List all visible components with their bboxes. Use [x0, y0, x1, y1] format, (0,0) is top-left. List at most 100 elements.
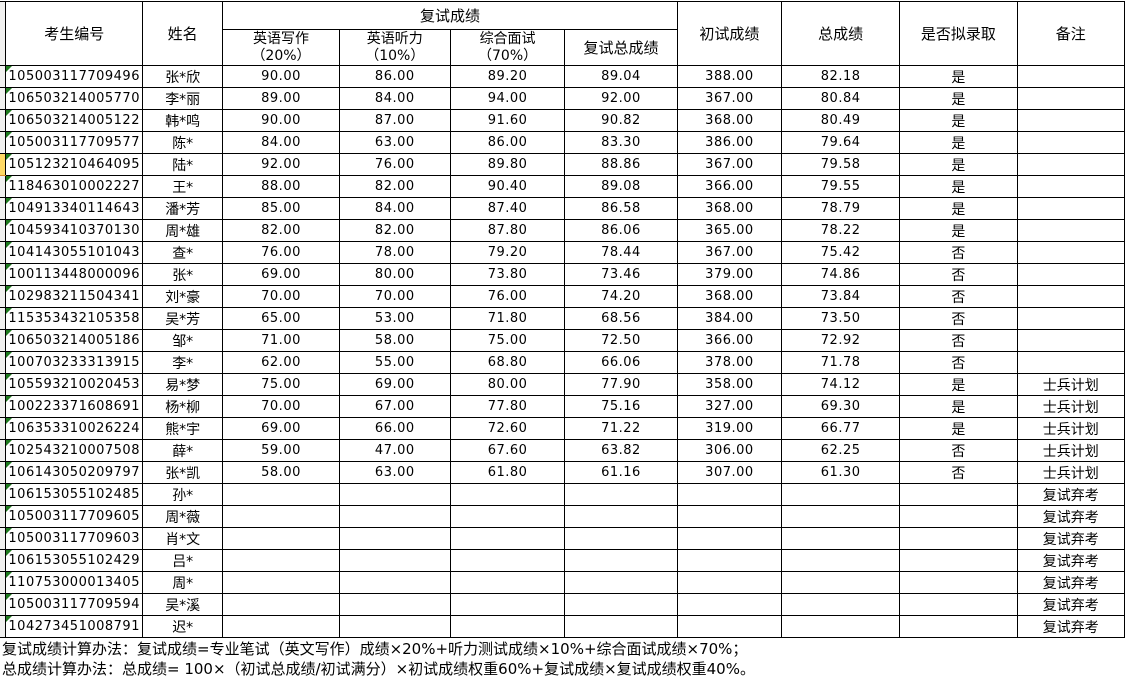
- cell-english-listening[interactable]: 47.00: [338, 439, 451, 462]
- cell-total-score[interactable]: 79.55: [781, 175, 901, 198]
- cell-retest-total[interactable]: 68.56: [564, 307, 678, 330]
- cell-interview[interactable]: [449, 527, 566, 550]
- cell-candidate-id[interactable]: 105003117709603: [5, 527, 143, 550]
- cell-name[interactable]: 吴*芳: [141, 307, 224, 330]
- cell-admit[interactable]: [899, 549, 1018, 572]
- cell-english-writing[interactable]: [222, 505, 340, 528]
- cell-admit[interactable]: 是: [899, 175, 1018, 198]
- cell-interview[interactable]: 73.80: [449, 263, 566, 286]
- cell-english-writing[interactable]: 69.00: [222, 263, 340, 286]
- cell-initial-score[interactable]: [676, 527, 783, 550]
- cell-english-writing[interactable]: 71.00: [222, 329, 340, 352]
- cell-candidate-id[interactable]: 106143050209797: [5, 461, 143, 484]
- cell-initial-score[interactable]: 368.00: [676, 285, 783, 308]
- cell-initial-score[interactable]: 388.00: [676, 65, 783, 88]
- cell-interview[interactable]: 91.60: [449, 109, 566, 132]
- cell-remark[interactable]: [1016, 219, 1125, 242]
- cell-admit[interactable]: [899, 593, 1018, 616]
- cell-total-score[interactable]: [781, 571, 901, 594]
- cell-english-listening[interactable]: 82.00: [338, 175, 451, 198]
- cell-initial-score[interactable]: 366.00: [676, 329, 783, 352]
- cell-english-writing[interactable]: [222, 527, 340, 550]
- cell-remark[interactable]: [1016, 197, 1125, 220]
- cell-name[interactable]: 周*: [141, 571, 224, 594]
- cell-interview[interactable]: 72.60: [449, 417, 566, 440]
- cell-english-writing[interactable]: 85.00: [222, 197, 340, 220]
- cell-retest-total[interactable]: 73.46: [564, 263, 678, 286]
- cell-name[interactable]: 陈*: [141, 131, 224, 154]
- cell-retest-total[interactable]: [564, 593, 678, 616]
- cell-initial-score[interactable]: [676, 615, 783, 638]
- cell-remark[interactable]: 复试弃考: [1016, 483, 1125, 506]
- header-remark[interactable]: 备注: [1016, 1, 1125, 66]
- cell-total-score[interactable]: [781, 505, 901, 528]
- cell-retest-total[interactable]: 86.06: [564, 219, 678, 242]
- cell-interview[interactable]: [449, 549, 566, 572]
- cell-english-listening[interactable]: 78.00: [338, 241, 451, 264]
- cell-english-listening[interactable]: 84.00: [338, 197, 451, 220]
- cell-name[interactable]: 熊*宇: [141, 417, 224, 440]
- cell-candidate-id[interactable]: 105123210464095: [5, 153, 143, 176]
- cell-total-score[interactable]: 80.49: [781, 109, 901, 132]
- cell-retest-total[interactable]: 71.22: [564, 417, 678, 440]
- cell-admit[interactable]: 否: [899, 307, 1018, 330]
- cell-retest-total[interactable]: 66.06: [564, 351, 678, 374]
- cell-name[interactable]: 刘*豪: [141, 285, 224, 308]
- cell-interview[interactable]: 89.20: [449, 65, 566, 88]
- cell-english-listening[interactable]: 66.00: [338, 417, 451, 440]
- cell-total-score[interactable]: 78.22: [781, 219, 901, 242]
- cell-initial-score[interactable]: [676, 505, 783, 528]
- header-retest-group[interactable]: 复试成绩: [222, 1, 678, 30]
- cell-candidate-id[interactable]: 105003117709594: [5, 593, 143, 616]
- cell-english-writing[interactable]: [222, 615, 340, 638]
- header-initial-score[interactable]: 初试成绩: [676, 1, 783, 66]
- cell-name[interactable]: 周*薇: [141, 505, 224, 528]
- cell-name[interactable]: 张*: [141, 263, 224, 286]
- cell-english-writing[interactable]: 88.00: [222, 175, 340, 198]
- cell-candidate-id[interactable]: 104593410370130: [5, 219, 143, 242]
- cell-english-writing[interactable]: [222, 483, 340, 506]
- cell-admit[interactable]: 否: [899, 285, 1018, 308]
- cell-retest-total[interactable]: 72.50: [564, 329, 678, 352]
- cell-remark[interactable]: [1016, 131, 1125, 154]
- cell-retest-total[interactable]: [564, 615, 678, 638]
- cell-retest-total[interactable]: 89.04: [564, 65, 678, 88]
- cell-interview[interactable]: 87.40: [449, 197, 566, 220]
- cell-english-listening[interactable]: 76.00: [338, 153, 451, 176]
- header-total-score[interactable]: 总成绩: [781, 1, 901, 66]
- cell-retest-total[interactable]: [564, 505, 678, 528]
- cell-remark[interactable]: [1016, 263, 1125, 286]
- cell-interview[interactable]: 79.20: [449, 241, 566, 264]
- cell-english-writing[interactable]: 84.00: [222, 131, 340, 154]
- cell-english-listening[interactable]: 53.00: [338, 307, 451, 330]
- cell-candidate-id[interactable]: 100223371608691: [5, 395, 143, 418]
- cell-initial-score[interactable]: 367.00: [676, 241, 783, 264]
- cell-total-score[interactable]: 71.78: [781, 351, 901, 374]
- cell-english-listening[interactable]: 86.00: [338, 65, 451, 88]
- cell-interview[interactable]: [449, 593, 566, 616]
- cell-retest-total[interactable]: 74.20: [564, 285, 678, 308]
- cell-total-score[interactable]: 62.25: [781, 439, 901, 462]
- cell-remark[interactable]: [1016, 307, 1125, 330]
- cell-english-listening[interactable]: 55.00: [338, 351, 451, 374]
- cell-admit[interactable]: 是: [899, 131, 1018, 154]
- cell-total-score[interactable]: 74.12: [781, 373, 901, 396]
- cell-name[interactable]: 查*: [141, 241, 224, 264]
- cell-interview[interactable]: 86.00: [449, 131, 566, 154]
- cell-remark[interactable]: 复试弃考: [1016, 571, 1125, 594]
- cell-english-writing[interactable]: 59.00: [222, 439, 340, 462]
- header-english-listening[interactable]: 英语听力 （10%）: [338, 29, 451, 66]
- cell-remark[interactable]: [1016, 175, 1125, 198]
- cell-english-writing[interactable]: [222, 549, 340, 572]
- cell-retest-total[interactable]: 88.86: [564, 153, 678, 176]
- cell-candidate-id[interactable]: 106503214005770: [5, 87, 143, 110]
- cell-retest-total[interactable]: [564, 571, 678, 594]
- cell-english-listening[interactable]: 82.00: [338, 219, 451, 242]
- cell-remark[interactable]: 士兵计划: [1016, 461, 1125, 484]
- cell-admit[interactable]: 是: [899, 153, 1018, 176]
- cell-interview[interactable]: 94.00: [449, 87, 566, 110]
- cell-retest-total[interactable]: 83.30: [564, 131, 678, 154]
- cell-initial-score[interactable]: [676, 593, 783, 616]
- cell-english-listening[interactable]: [338, 571, 451, 594]
- cell-name[interactable]: 张*凯: [141, 461, 224, 484]
